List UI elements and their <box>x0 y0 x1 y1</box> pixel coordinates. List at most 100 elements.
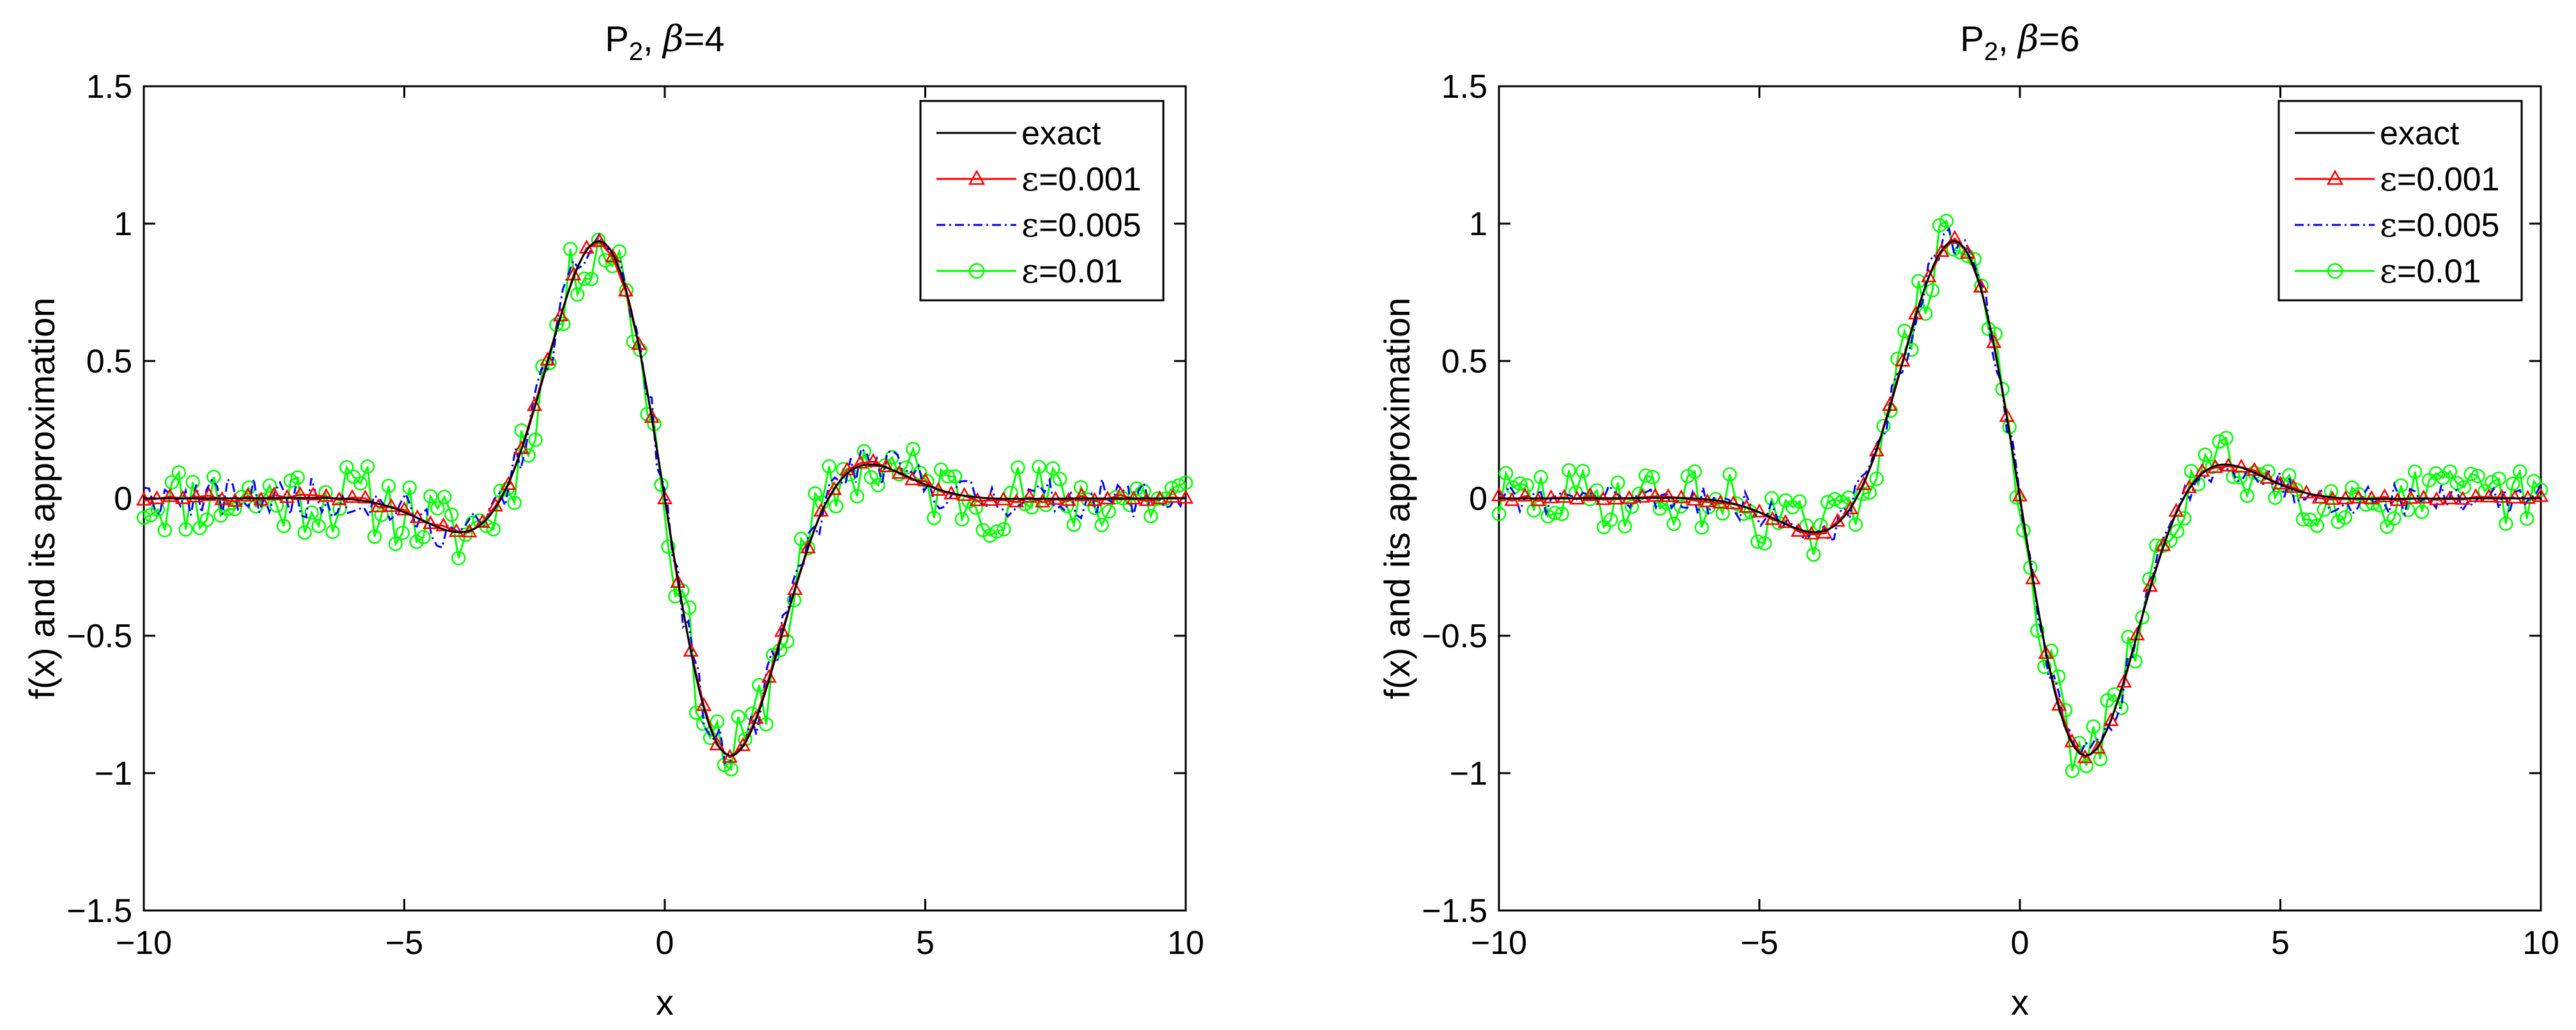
data-point-circle <box>2492 471 2506 486</box>
data-point-circle <box>1066 517 1082 532</box>
data-point-circle <box>1512 476 1528 491</box>
data-point-circle <box>1144 509 1158 524</box>
plot-lines <box>1491 213 2549 778</box>
data-point-triangle <box>1073 487 1090 502</box>
data-point-circle <box>584 272 599 286</box>
data-point-triangle <box>2116 673 2132 688</box>
y-tick-label: −1.5 <box>66 893 132 930</box>
data-point-circle <box>2407 465 2423 479</box>
data-point-circle <box>227 502 242 517</box>
legend-greek: ε <box>1021 252 1039 291</box>
y-tick-label: −0.5 <box>66 618 132 655</box>
data-point-circle <box>304 505 319 520</box>
y-tick-label: −1.5 <box>1422 893 1487 930</box>
data-point-circle <box>2219 431 2233 445</box>
data-point-circle <box>724 762 739 777</box>
data-point-circle <box>2380 519 2394 534</box>
data-point-triangle <box>318 488 334 502</box>
data-point-circle <box>2030 623 2045 638</box>
y-tick-label: 1 <box>114 206 132 243</box>
data-point-circle <box>1498 466 1514 480</box>
data-point-triangle <box>2038 645 2054 659</box>
data-point-circle <box>136 511 151 525</box>
y-tick-label: −0.5 <box>1422 618 1487 655</box>
data-point-circle <box>192 521 207 535</box>
x-tick-label: −5 <box>1741 925 1778 962</box>
x-tick-label: −5 <box>385 925 423 962</box>
data-point-circle <box>2247 465 2262 480</box>
data-point-triangle <box>305 486 321 501</box>
data-point-triangle <box>1543 489 1559 503</box>
data-point-triangle <box>2064 733 2080 748</box>
data-point-triangle <box>852 454 868 469</box>
data-point-triangle <box>904 471 920 486</box>
data-point-circle <box>570 287 585 302</box>
data-point-circle <box>409 534 424 550</box>
data-point-circle <box>989 524 1004 539</box>
data-point-circle <box>850 489 865 503</box>
data-point-triangle <box>2090 739 2106 754</box>
y-tick-label: 1 <box>1469 206 1487 243</box>
data-point-triangle <box>605 248 621 263</box>
data-point-circle <box>1757 536 1772 551</box>
chart-title: P2, β=6 <box>1960 19 2080 66</box>
y-tick-label: 1.5 <box>1441 68 1487 105</box>
y-tick-label: 0.5 <box>1441 343 1487 380</box>
data-point-circle <box>2463 466 2478 482</box>
data-point-triangle <box>1895 352 1911 367</box>
x-tick-label: 5 <box>2271 925 2290 962</box>
data-point-circle <box>821 459 837 474</box>
data-point-circle <box>1750 534 1765 550</box>
data-point-triangle <box>1934 243 1950 257</box>
data-point-circle <box>325 525 340 539</box>
data-point-triangle <box>2494 489 2510 503</box>
data-point-circle <box>486 522 501 537</box>
data-point-circle <box>2352 487 2366 502</box>
data-point-circle <box>339 460 354 475</box>
data-point-circle <box>402 480 417 495</box>
data-point-triangle <box>2533 488 2549 502</box>
data-point-triangle <box>344 489 361 503</box>
y-axis-label: f(x) and its approximation <box>22 298 62 700</box>
data-point-circle <box>332 502 347 516</box>
data-point-circle <box>262 478 277 493</box>
x-tick-label: 5 <box>916 925 935 962</box>
data-point-circle <box>1827 491 1842 507</box>
data-point-triangle <box>787 581 803 596</box>
data-point-circle <box>2268 490 2283 505</box>
data-point-circle <box>731 709 746 724</box>
data-point-triangle <box>1165 488 1181 503</box>
legend-text: =0.001 <box>2397 161 2500 198</box>
chart-panel-beta-4: P2, β=4 −10 −5 0 5 10 −1.5 −1 −0.5 0 0.5 1 1.5 x f… <box>22 19 1204 1022</box>
data-point-circle <box>423 489 438 504</box>
data-point-circle <box>1820 495 1835 510</box>
data-point-circle <box>2176 511 2192 526</box>
data-point-triangle <box>1947 229 1963 244</box>
legend-greek: ε <box>2380 206 2397 245</box>
data-point-circle <box>1610 475 1626 490</box>
data-point-circle <box>1876 419 1891 433</box>
y-axis-label: f(x) and its approximation <box>1377 298 1417 700</box>
data-point-triangle <box>1778 514 1794 528</box>
data-point-circle <box>2135 610 2150 625</box>
data-point-circle <box>1617 519 1633 534</box>
data-point-circle <box>2505 476 2520 491</box>
legend-text: exact <box>2380 115 2460 152</box>
data-point-circle <box>871 477 885 493</box>
legend-greek: ε <box>2380 160 2397 199</box>
y-ticks: −1.5 −1 −0.5 0 0.5 1 1.5 <box>66 68 1186 930</box>
data-point-circle <box>926 511 942 525</box>
data-point-circle <box>185 475 200 489</box>
legend-label-e005: ε=0.005 <box>2380 206 2499 245</box>
x-ticks: −10 −5 0 5 10 <box>1471 86 2559 962</box>
data-point-circle <box>1806 547 1821 562</box>
x-tick-label: 10 <box>2522 925 2559 962</box>
x-tick-label: 0 <box>656 925 674 962</box>
legend-label-e001: ε=0.001 <box>1021 160 1141 199</box>
data-point-circle <box>388 536 403 551</box>
data-point-circle <box>947 469 963 484</box>
data-point-circle <box>430 501 445 516</box>
data-point-circle <box>2079 758 2094 773</box>
